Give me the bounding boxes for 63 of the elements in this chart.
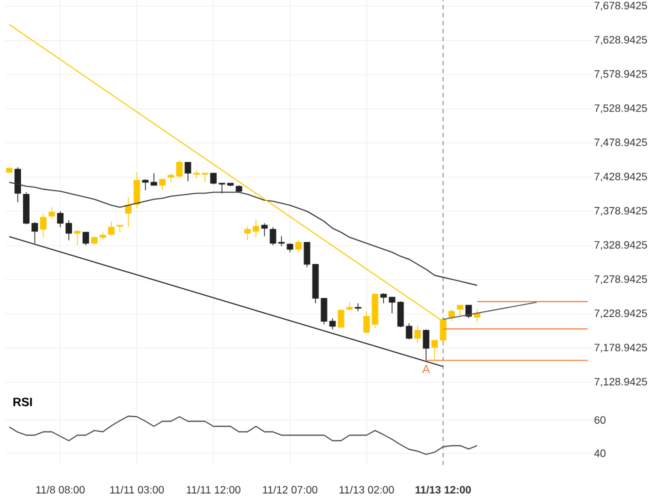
candlestick	[320, 298, 328, 325]
candlestick	[380, 292, 387, 304]
candlestick	[134, 172, 140, 209]
candlestick	[202, 172, 208, 183]
x-tick-label: 11/12 07:00	[263, 486, 318, 494]
candlestick	[270, 226, 276, 246]
y-tick-label: 7,328.9425	[594, 241, 647, 250]
y-tick-label: 7,178.9425	[594, 344, 647, 353]
candlestick	[14, 166, 21, 203]
candlestick	[57, 210, 64, 228]
candlestick	[261, 222, 268, 237]
candlestick	[354, 302, 362, 312]
candlestick	[108, 220, 115, 237]
candlestick	[406, 322, 412, 340]
candlestick	[422, 328, 430, 361]
y-tick-label: 7,228.9425	[594, 310, 647, 318]
y-tick-label: 7,528.9425	[594, 104, 647, 114]
candlestick	[40, 212, 47, 238]
y-tick-label: 7,678.9425	[594, 2, 647, 11]
candlestick	[159, 178, 166, 191]
candlestick	[74, 230, 81, 246]
y-tick-label: 7,128.9425	[594, 378, 647, 387]
candlestick	[125, 196, 132, 228]
candlestick	[329, 318, 336, 330]
candlestick	[142, 178, 149, 191]
candlestick	[286, 242, 294, 253]
candlestick	[295, 240, 302, 253]
candlestick	[278, 236, 285, 247]
candlestick	[168, 172, 174, 183]
y-tick-label: 7,378.9425	[594, 206, 647, 216]
x-tick-label: 11/11 12:00	[186, 486, 240, 494]
candlestick	[431, 340, 438, 361]
candlestick	[456, 304, 464, 316]
candlestick	[193, 170, 200, 179]
text: RSI	[13, 398, 32, 406]
candlestick	[184, 162, 192, 182]
candlestick	[338, 308, 344, 328]
x-tick-label: 11/13 02:00	[340, 486, 394, 494]
y-tick-label: 7,278.9425	[594, 275, 647, 284]
y-tick-label: 40	[594, 450, 606, 458]
y-tick-label: 7,628.9425	[594, 36, 647, 45]
candlestick	[414, 324, 421, 344]
candlestick	[48, 206, 56, 220]
x-tick-label: 11/8 08:00	[36, 486, 85, 494]
candlestick	[176, 160, 183, 179]
x-tick-label: 11/13 12:00	[416, 486, 471, 494]
y-tick-label: 7,428.9425	[594, 172, 647, 182]
candlestick	[304, 242, 310, 268]
x-tick-label: 11/11 03:00	[110, 486, 164, 494]
candlestick	[82, 232, 90, 246]
candlestick	[66, 220, 72, 241]
candlestick	[150, 172, 158, 186]
candlestick	[388, 296, 396, 314]
candlestick	[252, 218, 260, 238]
candlestick	[210, 172, 217, 185]
candlestick	[448, 308, 455, 322]
annotation: A	[422, 365, 430, 374]
y-tick-label: 7,478.9425	[594, 138, 647, 148]
y-tick-label: 60	[594, 416, 606, 424]
candlestick	[244, 226, 251, 241]
candlestick	[363, 310, 370, 334]
candlestick	[465, 304, 472, 319]
y-tick-label: 7,578.9425	[594, 70, 647, 79]
